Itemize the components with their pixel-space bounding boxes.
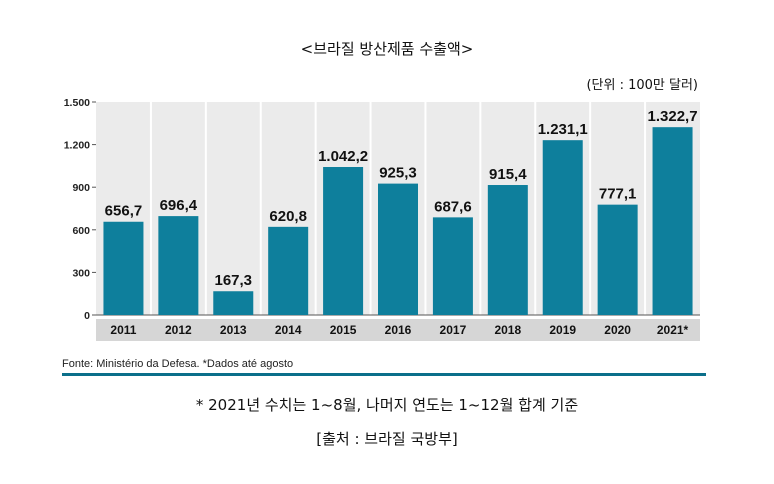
bar-2020: [597, 204, 638, 315]
bar-2013: [213, 291, 254, 315]
bar-value-label: 656,7: [105, 203, 143, 220]
unit-label: (단위 : 100만 달러): [586, 78, 698, 93]
bar-2021*: [652, 127, 693, 315]
bar-2017: [432, 217, 473, 315]
footnote: * 2021년 수치는 1~8월, 나머지 연도는 1~12월 합계 기준: [195, 396, 579, 414]
x-tick-label: 2020: [604, 323, 631, 337]
y-tick-label: 900: [72, 182, 90, 194]
x-tick-label: 2014: [275, 323, 302, 337]
y-tick-label: 1.200: [64, 140, 90, 152]
chart-source: Fonte: Ministério da Defesa. *Dados até …: [62, 358, 294, 370]
x-tick-label: 2012: [165, 323, 192, 337]
bar-value-label: 1.231,1: [538, 121, 588, 138]
y-tick-label: 0: [84, 310, 90, 322]
bar-2014: [268, 226, 309, 315]
y-tick-label: 1.500: [64, 97, 90, 109]
bar-value-label: 620,8: [269, 208, 307, 225]
x-tick-label: 2013: [220, 323, 247, 337]
source-citation: [출처 : 브라질 국방부]: [316, 430, 458, 448]
x-tick-label: 2021*: [657, 323, 689, 337]
bar-value-label: 687,6: [434, 198, 472, 215]
x-tick-label: 2016: [385, 323, 412, 337]
chart-title: <브라질 방산제품 수출액>: [300, 40, 474, 58]
bar-2011: [103, 221, 144, 315]
x-axis-band: [96, 319, 700, 341]
y-tick-label: 300: [72, 267, 90, 279]
bar-value-label: 167,3: [214, 272, 252, 289]
bar-value-label: 1.042,2: [318, 148, 368, 165]
bar-value-label: 925,3: [379, 165, 417, 182]
bar-value-label: 777,1: [599, 186, 637, 203]
x-tick-label: 2011: [110, 323, 136, 337]
bar-2012: [158, 216, 199, 315]
x-tick-label: 2017: [440, 323, 467, 337]
bar-value-label: 696,4: [160, 197, 198, 214]
bar-value-label: 915,4: [489, 166, 527, 183]
bar-2016: [378, 183, 418, 315]
bar-2018: [487, 185, 528, 315]
bar-value-label: 1.322,7: [648, 108, 698, 125]
bar-2015: [323, 167, 364, 315]
bar-chart: 0 300 600 900 1.200 1.500 656,7 696,4 167,3 620,…: [64, 97, 700, 341]
bar-2019: [542, 140, 583, 315]
y-tick-label: 600: [72, 225, 90, 237]
x-tick-label: 2015: [330, 323, 357, 337]
divider-rule: [62, 373, 706, 376]
x-tick-label: 2018: [494, 323, 521, 337]
x-tick-label: 2019: [549, 323, 576, 337]
